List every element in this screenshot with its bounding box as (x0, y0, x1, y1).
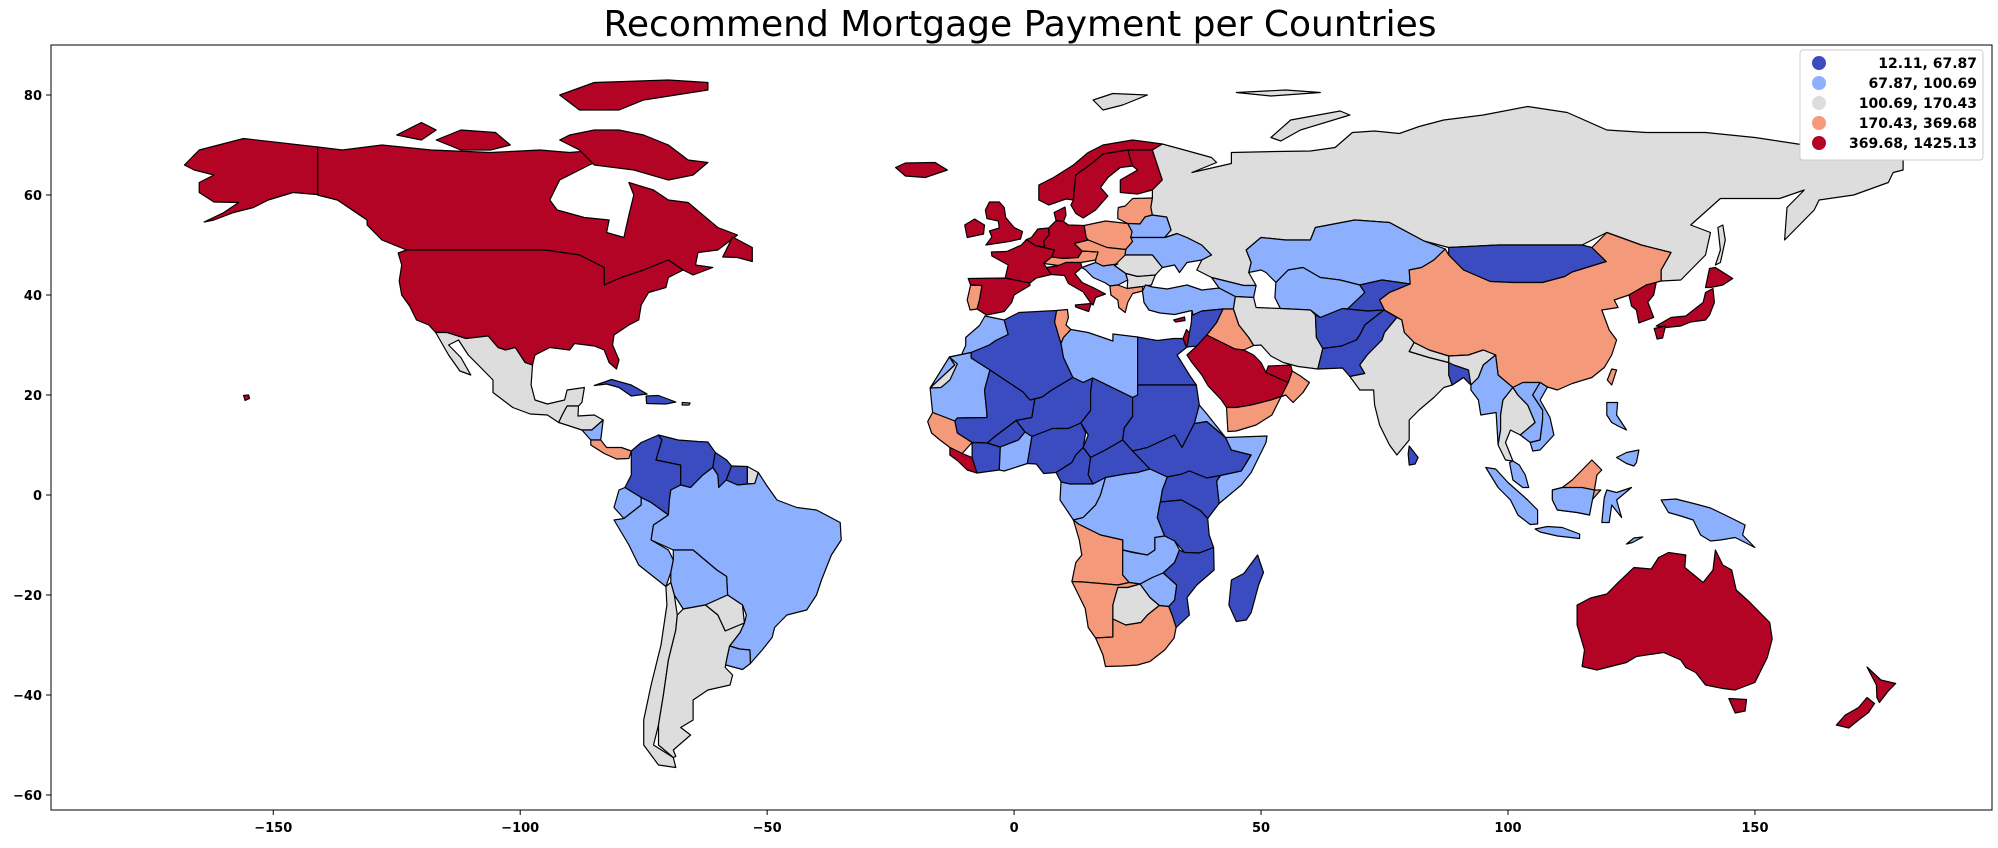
y-tick-label: −60 (13, 789, 42, 804)
region-ivory-coast (972, 443, 1000, 474)
x-tick-label: 50 (1252, 821, 1270, 836)
legend-swatch (1812, 96, 1826, 110)
x-tick-label: −50 (753, 821, 782, 836)
y-tick-label: −20 (13, 589, 42, 604)
y-tick-label: 60 (24, 189, 42, 204)
x-tick-label: 0 (1010, 821, 1019, 836)
x-tick-label: −100 (501, 821, 539, 836)
y-axis: −60 −40 −20 0 20 40 60 80 (13, 89, 51, 804)
legend-label: 100.69, 170.43 (1859, 96, 1977, 112)
legend: 12.11, 67.87 67.87, 100.69 100.69, 170.43 1… (1800, 50, 1983, 160)
x-tick-label: 150 (1741, 821, 1768, 836)
y-tick-label: 40 (24, 289, 42, 304)
legend-swatch (1812, 116, 1826, 130)
region-uruguay (726, 646, 751, 670)
y-tick-label: 0 (33, 489, 42, 504)
legend-label: 369.68, 1425.13 (1849, 136, 1977, 152)
y-tick-label: 20 (24, 389, 42, 404)
x-axis: −150 −100 −50 0 50 100 150 (254, 810, 1768, 836)
legend-label: 67.87, 100.69 (1869, 76, 1978, 92)
x-tick-label: −150 (254, 821, 292, 836)
y-tick-label: −40 (13, 689, 42, 704)
y-tick-label: 80 (24, 89, 42, 104)
legend-label: 12.11, 67.87 (1878, 56, 1977, 72)
legend-swatch (1812, 56, 1826, 70)
chart-title: Recommend Mortgage Payment per Countries (603, 4, 1436, 45)
legend-swatch (1812, 76, 1826, 90)
region-puerto-rico (682, 403, 690, 406)
legend-swatch (1812, 136, 1826, 150)
legend-label: 170.43, 369.68 (1859, 116, 1977, 132)
x-tick-label: 100 (1494, 821, 1521, 836)
